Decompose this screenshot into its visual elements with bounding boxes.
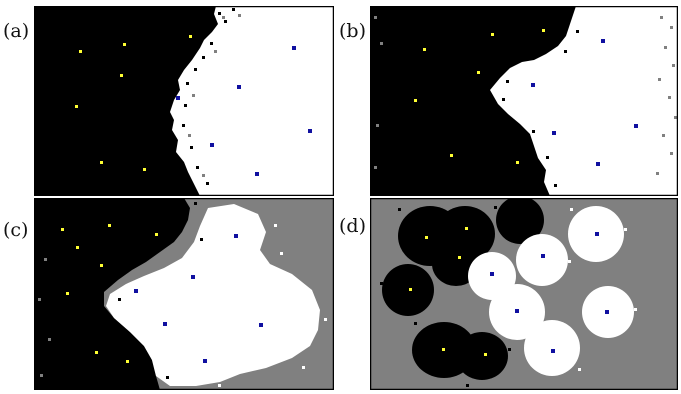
blob-edge-noise (380, 206, 511, 387)
blue-marker (601, 39, 605, 43)
blue-marker (634, 124, 638, 128)
blue-marker (531, 83, 535, 87)
yellow-markers (75, 35, 192, 171)
white-region (106, 204, 320, 386)
blue-marker (259, 323, 263, 327)
yellow-marker (442, 348, 445, 351)
blue-marker (237, 85, 241, 89)
black-blob (382, 264, 434, 316)
yellow-marker (143, 168, 146, 171)
yellow-marker (79, 50, 82, 53)
blue-markers (531, 39, 638, 166)
black-blob (456, 332, 508, 380)
frontier-noise (182, 8, 235, 185)
blue-marker (515, 309, 519, 313)
yellow-marker (76, 246, 79, 249)
blue-marker (605, 310, 609, 314)
edge-gray-noise (374, 16, 677, 175)
blue-markers (176, 46, 312, 176)
blue-marker (490, 272, 494, 276)
yellow-marker (189, 35, 192, 38)
yellow-marker (126, 360, 129, 363)
white-noise (218, 224, 327, 387)
black-noise (54, 202, 203, 379)
gray-noise (38, 258, 51, 377)
blue-markers (134, 234, 263, 363)
panel-b-image (370, 6, 678, 196)
frontier-gray-noise (188, 14, 241, 177)
black-blob (432, 242, 480, 286)
blue-marker (595, 232, 599, 236)
yellow-markers (61, 224, 158, 363)
panel-label-d: (d) (339, 215, 366, 237)
blue-marker (552, 131, 556, 135)
blue-marker (308, 129, 312, 133)
yellow-markers (409, 227, 487, 356)
yellow-marker (108, 224, 111, 227)
yellow-marker (423, 48, 426, 51)
blue-marker (541, 254, 545, 258)
blob-edge-white-noise (490, 208, 637, 371)
yellow-marker (477, 71, 480, 74)
white-blob (524, 320, 580, 376)
blue-marker (596, 162, 600, 166)
yellow-marker (414, 99, 417, 102)
yellow-marker (123, 43, 126, 46)
blue-marker (176, 96, 180, 100)
panel-label-a: (a) (3, 20, 30, 42)
blue-marker (255, 172, 259, 176)
yellow-markers (414, 29, 545, 164)
yellow-marker (484, 353, 487, 356)
yellow-marker (100, 264, 103, 267)
blue-marker (551, 349, 555, 353)
panel-label-b: (b) (339, 20, 366, 42)
white-region (490, 6, 678, 196)
yellow-marker (155, 233, 158, 236)
frontier-noise (502, 30, 579, 187)
yellow-marker (409, 288, 412, 291)
black-region (34, 198, 190, 390)
blue-marker (203, 359, 207, 363)
yellow-marker (66, 292, 69, 295)
black-blob (496, 198, 544, 244)
yellow-marker (450, 154, 453, 157)
yellow-marker (425, 236, 428, 239)
yellow-marker (491, 33, 494, 36)
yellow-marker (61, 228, 64, 231)
panel-label-c: (c) (3, 219, 29, 241)
yellow-marker (458, 256, 461, 259)
panel-c-image (34, 198, 334, 390)
yellow-marker (465, 227, 468, 230)
yellow-marker (542, 29, 545, 32)
panel-d-image (370, 198, 678, 390)
yellow-marker (120, 74, 123, 77)
white-blob (516, 234, 568, 286)
blue-marker (191, 275, 195, 279)
blue-marker (234, 234, 238, 238)
yellow-marker (516, 161, 519, 164)
blue-markers (490, 232, 609, 353)
yellow-marker (95, 351, 98, 354)
blue-marker (134, 289, 138, 293)
black-region (34, 6, 218, 196)
yellow-marker (75, 105, 78, 108)
blue-marker (163, 322, 167, 326)
panel-a-image (34, 6, 334, 196)
blue-marker (292, 46, 296, 50)
yellow-marker (100, 161, 103, 164)
blue-marker (210, 143, 214, 147)
